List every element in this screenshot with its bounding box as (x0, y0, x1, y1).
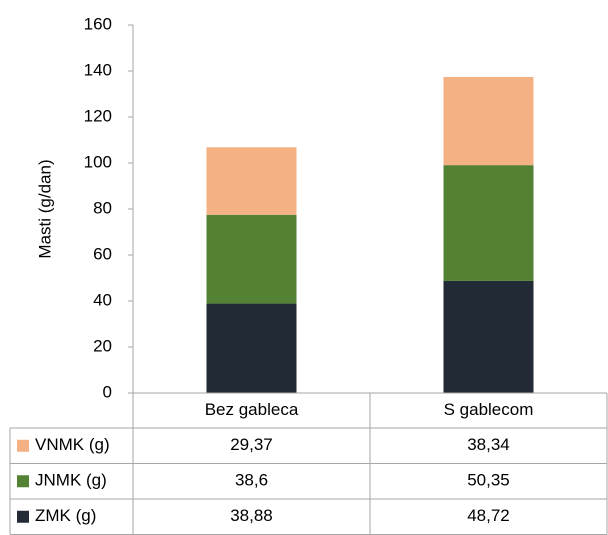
y-tick-label: 120 (84, 106, 112, 125)
bar-segment (206, 303, 297, 393)
legend-swatch (17, 475, 29, 488)
legend-swatch (17, 439, 29, 452)
y-tick-label: 60 (93, 244, 112, 263)
bar-segment (443, 76, 534, 166)
y-tick-label: 100 (84, 152, 112, 171)
bar-segment (443, 165, 534, 281)
legend-label: JNMK (g) (35, 471, 107, 490)
y-tick-label: 40 (93, 290, 112, 309)
table-value: 48,72 (467, 506, 510, 525)
table-value: 38,6 (235, 471, 268, 490)
legend-swatch (17, 510, 29, 523)
table-value: 50,35 (467, 471, 510, 490)
bar-segment (443, 280, 534, 393)
y-tick-label: 0 (103, 382, 112, 401)
bar-segment (206, 214, 297, 304)
x-tick-label: S gablecom (444, 400, 534, 419)
table-value: 38,34 (467, 435, 510, 454)
y-tick-label: 20 (93, 336, 112, 355)
table-value: 38,88 (230, 506, 273, 525)
legend-label: VNMK (g) (35, 435, 110, 454)
x-tick-label: Bez gableca (205, 400, 299, 419)
bar-segment (206, 147, 297, 215)
y-tick-label: 160 (84, 14, 112, 33)
table-value: 29,37 (230, 435, 273, 454)
y-tick-label: 140 (84, 60, 112, 79)
legend-label: ZMK (g) (35, 506, 96, 525)
y-axis-label: Masti (g/dan) (35, 159, 54, 258)
y-tick-label: 80 (93, 198, 112, 217)
